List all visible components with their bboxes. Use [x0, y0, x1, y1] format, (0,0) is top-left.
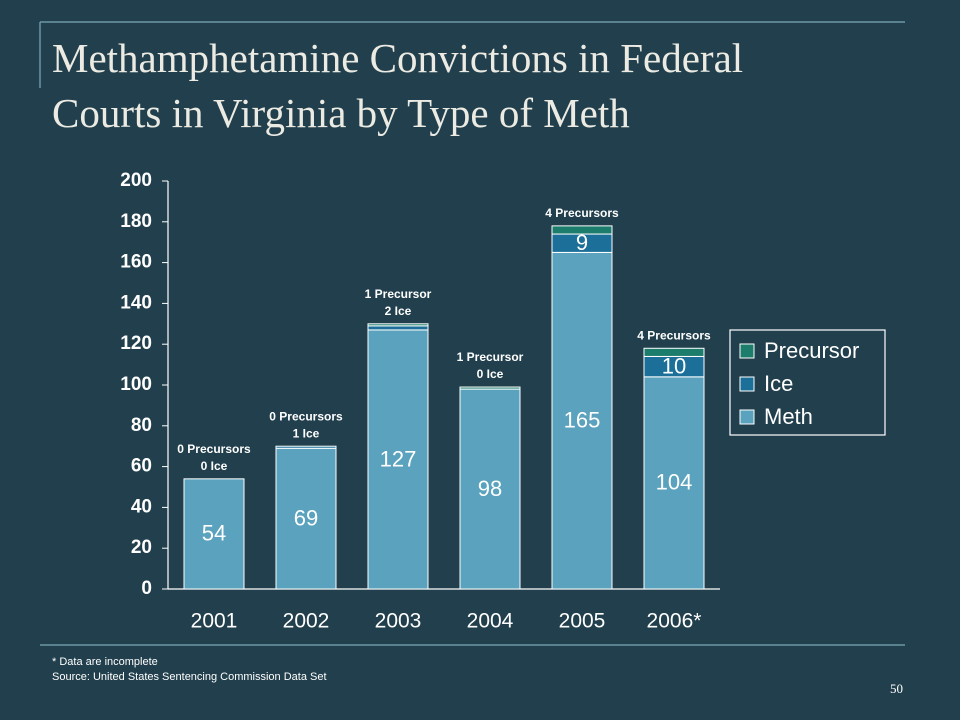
page-number: 50	[890, 681, 903, 696]
annotation: 0 Ice	[201, 459, 228, 473]
y-tick-label: 100	[120, 374, 152, 395]
legend-label: Precursor	[764, 338, 859, 363]
bar-segment	[551, 225, 613, 235]
annotation: 1 Precursor	[365, 287, 432, 301]
chart-title: Courts in Virginia by Type of Meth	[52, 90, 630, 136]
legend-swatch	[739, 409, 755, 425]
annotation: 2 Ice	[385, 304, 412, 318]
x-tick-label: 2004	[467, 610, 514, 633]
annotation: 0 Ice	[477, 367, 504, 381]
footnote: * Data are incomplete	[52, 656, 158, 668]
legend-box	[729, 329, 886, 436]
y-tick-label: 160	[120, 252, 152, 273]
y-tick-label: 40	[131, 496, 152, 517]
annotation: 0 Precursors	[177, 442, 251, 456]
bar-segment	[367, 325, 429, 331]
bar-segment	[367, 323, 429, 327]
bar-segment	[183, 478, 245, 590]
x-tick-label: 2002	[283, 610, 330, 633]
x-tick-label: 2006*	[647, 610, 702, 633]
value-label: 104	[656, 470, 693, 495]
chart-title: Methamphetamine Convictions in Federal	[52, 35, 743, 81]
bar-segment	[643, 376, 705, 590]
annotation: 1 Precursor	[457, 350, 524, 364]
bar-segment	[367, 329, 429, 590]
value-label: 54	[202, 521, 226, 546]
y-tick-label: 20	[131, 537, 152, 558]
value-label: 69	[294, 505, 318, 530]
source: Source: United States Sentencing Commiss…	[52, 671, 327, 683]
x-tick-label: 2001	[191, 610, 238, 633]
legend-swatch	[739, 376, 755, 392]
bar-segment	[643, 347, 705, 357]
annotation: 1 Ice	[293, 426, 320, 440]
y-tick-label: 60	[131, 456, 152, 477]
annotation: 0 Precursors	[269, 409, 343, 423]
bar-segment	[551, 251, 613, 590]
bar-segment	[275, 445, 337, 449]
y-tick-label: 120	[120, 333, 152, 354]
bar-segment	[459, 386, 521, 390]
y-tick-label: 180	[120, 211, 152, 232]
value-label: 98	[478, 476, 502, 501]
bar-segment	[459, 388, 521, 590]
legend-label: Ice	[764, 371, 793, 396]
y-tick-label: 80	[131, 415, 152, 436]
value-label: 127	[380, 446, 417, 471]
legend-swatch	[739, 343, 755, 359]
y-tick-label: 200	[120, 170, 152, 191]
annotation: 4 Precursors	[637, 328, 711, 342]
legend-label: Meth	[764, 404, 813, 429]
y-tick-label: 140	[120, 292, 152, 313]
value-label: 165	[564, 408, 601, 433]
bar-segment	[275, 447, 337, 590]
x-tick-label: 2003	[375, 610, 422, 633]
annotation: 4 Precursors	[545, 206, 619, 220]
x-tick-label: 2005	[559, 610, 606, 633]
value-label: 10	[662, 353, 686, 378]
value-label: 9	[576, 230, 588, 255]
y-tick-label: 0	[141, 578, 152, 599]
